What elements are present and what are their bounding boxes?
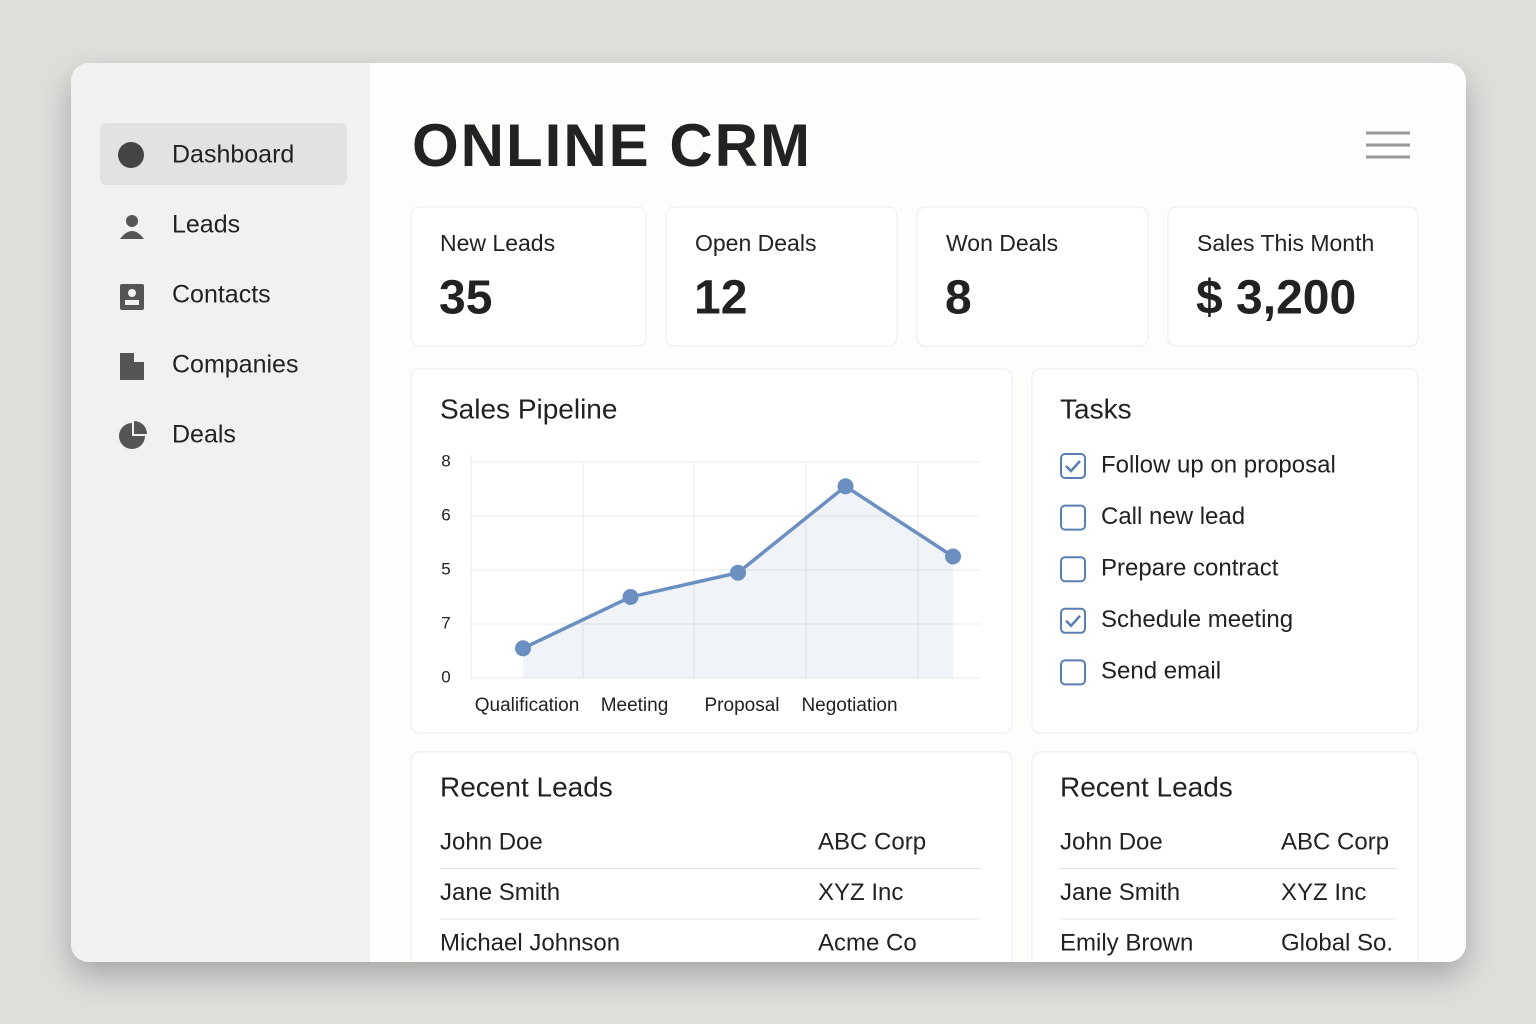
table-cell: XYZ Inc	[1281, 879, 1366, 906]
table-cell: XYZ Inc	[818, 879, 903, 906]
checkbox[interactable]	[1060, 453, 1086, 479]
y-tick-label: 8	[441, 451, 450, 470]
stat-label: Open Deals	[695, 230, 816, 256]
checkbox[interactable]	[1060, 659, 1086, 686]
card	[410, 751, 1013, 962]
checkmark	[1065, 614, 1081, 628]
point	[730, 564, 746, 581]
point	[622, 589, 639, 605]
task-label: Schedule meeting	[1101, 606, 1293, 633]
x-tick-label: Qualification	[475, 695, 580, 716]
table-cell: Global So.	[1281, 929, 1393, 956]
table-title: Recent Leads	[440, 771, 613, 802]
table-cell: John Doe	[440, 828, 543, 855]
nav-item[interactable]: Leads	[172, 211, 240, 239]
icon-dashboard	[118, 142, 144, 168]
point	[837, 478, 854, 495]
card	[665, 206, 898, 347]
task-label: Send email	[1101, 658, 1221, 685]
card	[1031, 751, 1419, 962]
card	[410, 368, 1013, 734]
nav-active	[100, 123, 347, 185]
stat-label: New Leads	[440, 230, 555, 256]
task-label: Follow up on proposal	[1101, 451, 1336, 478]
nav-item[interactable]: Dashboard	[172, 141, 294, 169]
y-tick-label: 0	[441, 667, 450, 686]
table-cell: Acme Co	[818, 929, 917, 956]
card	[1031, 368, 1419, 734]
y-tick-label: 6	[441, 505, 450, 524]
card	[1167, 206, 1419, 347]
checkbox[interactable]	[1060, 504, 1086, 531]
y-tick-label: 7	[441, 613, 450, 632]
sidebar	[71, 63, 370, 962]
tasks-title: Tasks	[1060, 393, 1132, 424]
card	[916, 206, 1149, 347]
stat-value: 35	[439, 272, 492, 325]
task-label: Call new lead	[1101, 503, 1245, 530]
point	[945, 548, 961, 565]
x-tick-label: Meeting	[601, 695, 669, 716]
chart-title: Sales Pipeline	[440, 393, 617, 424]
stat-value: 8	[945, 272, 972, 325]
icon-contacts	[120, 284, 144, 310]
table-cell: Emily Brown	[1060, 929, 1193, 956]
icon-companies	[120, 353, 144, 380]
menu-button[interactable]	[1366, 131, 1410, 159]
table-title: Recent Leads	[1060, 771, 1233, 802]
icon-deals	[119, 421, 147, 449]
stat-value: 12	[694, 272, 747, 325]
stat-label: Won Deals	[946, 230, 1058, 256]
x-tick-label: Negotiation	[801, 695, 897, 716]
task-label: Prepare contract	[1101, 555, 1279, 582]
card	[410, 206, 647, 347]
table-cell: Jane Smith	[1060, 879, 1180, 906]
stat-label: Sales This Month	[1197, 230, 1374, 256]
nav-item[interactable]: Deals	[172, 421, 236, 449]
table-cell: John Doe	[1060, 828, 1163, 855]
app-title: ONLINE CRM	[412, 112, 812, 179]
checkbox[interactable]	[1060, 556, 1086, 583]
checkbox[interactable]	[1060, 607, 1086, 634]
table-cell: Michael Johnson	[440, 929, 620, 956]
checkmark	[1065, 460, 1081, 473]
table-cell: Jane Smith	[440, 879, 560, 906]
table-cell: ABC Corp	[1281, 828, 1389, 855]
stat-value: $ 3,200	[1196, 272, 1356, 325]
y-tick-label: 5	[441, 559, 450, 578]
x-tick-label: Proposal	[705, 695, 780, 716]
area	[523, 486, 953, 678]
icon-leads	[120, 215, 144, 239]
point	[515, 640, 531, 657]
nav-item[interactable]: Companies	[172, 351, 298, 379]
nav-item[interactable]: Contacts	[172, 281, 271, 309]
table-cell: ABC Corp	[818, 828, 926, 855]
